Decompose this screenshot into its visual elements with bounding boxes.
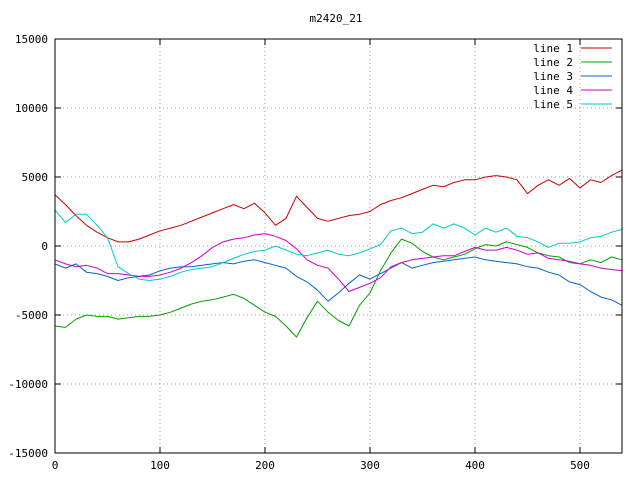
x-tick-label: 200	[255, 459, 275, 472]
x-tick-label: 100	[150, 459, 170, 472]
series-line-4	[54, 233, 623, 292]
y-tick-label: 5000	[22, 171, 49, 184]
series-line-5	[54, 209, 623, 281]
x-tick-label: 400	[465, 459, 485, 472]
y-tick-label: -15000	[8, 447, 48, 460]
x-tick-label: 0	[52, 459, 59, 472]
legend-label: line 4	[533, 84, 573, 97]
y-tick-label: 15000	[15, 33, 48, 46]
legend-label: line 2	[533, 56, 573, 69]
legend-label: line 5	[533, 98, 573, 111]
series-lines	[54, 169, 623, 338]
series-line-2	[54, 238, 623, 338]
y-tick-label: 0	[41, 240, 48, 253]
series-line-1	[54, 169, 623, 243]
y-tick-label: 10000	[15, 102, 48, 115]
legend-label: line 1	[533, 42, 573, 55]
y-tick-label: -10000	[8, 378, 48, 391]
grid	[55, 39, 622, 453]
axis-ticks: 0 100 200 300 400 500 -15000 -10000 -5000 0 5000 10…	[8, 33, 622, 472]
chart-title: m2420_21	[310, 12, 363, 25]
y-tick-label: -5000	[15, 309, 48, 322]
x-tick-label: 300	[360, 459, 380, 472]
legend-label: line 3	[533, 70, 573, 83]
x-tick-label: 500	[570, 459, 590, 472]
series-line-3	[54, 256, 623, 306]
